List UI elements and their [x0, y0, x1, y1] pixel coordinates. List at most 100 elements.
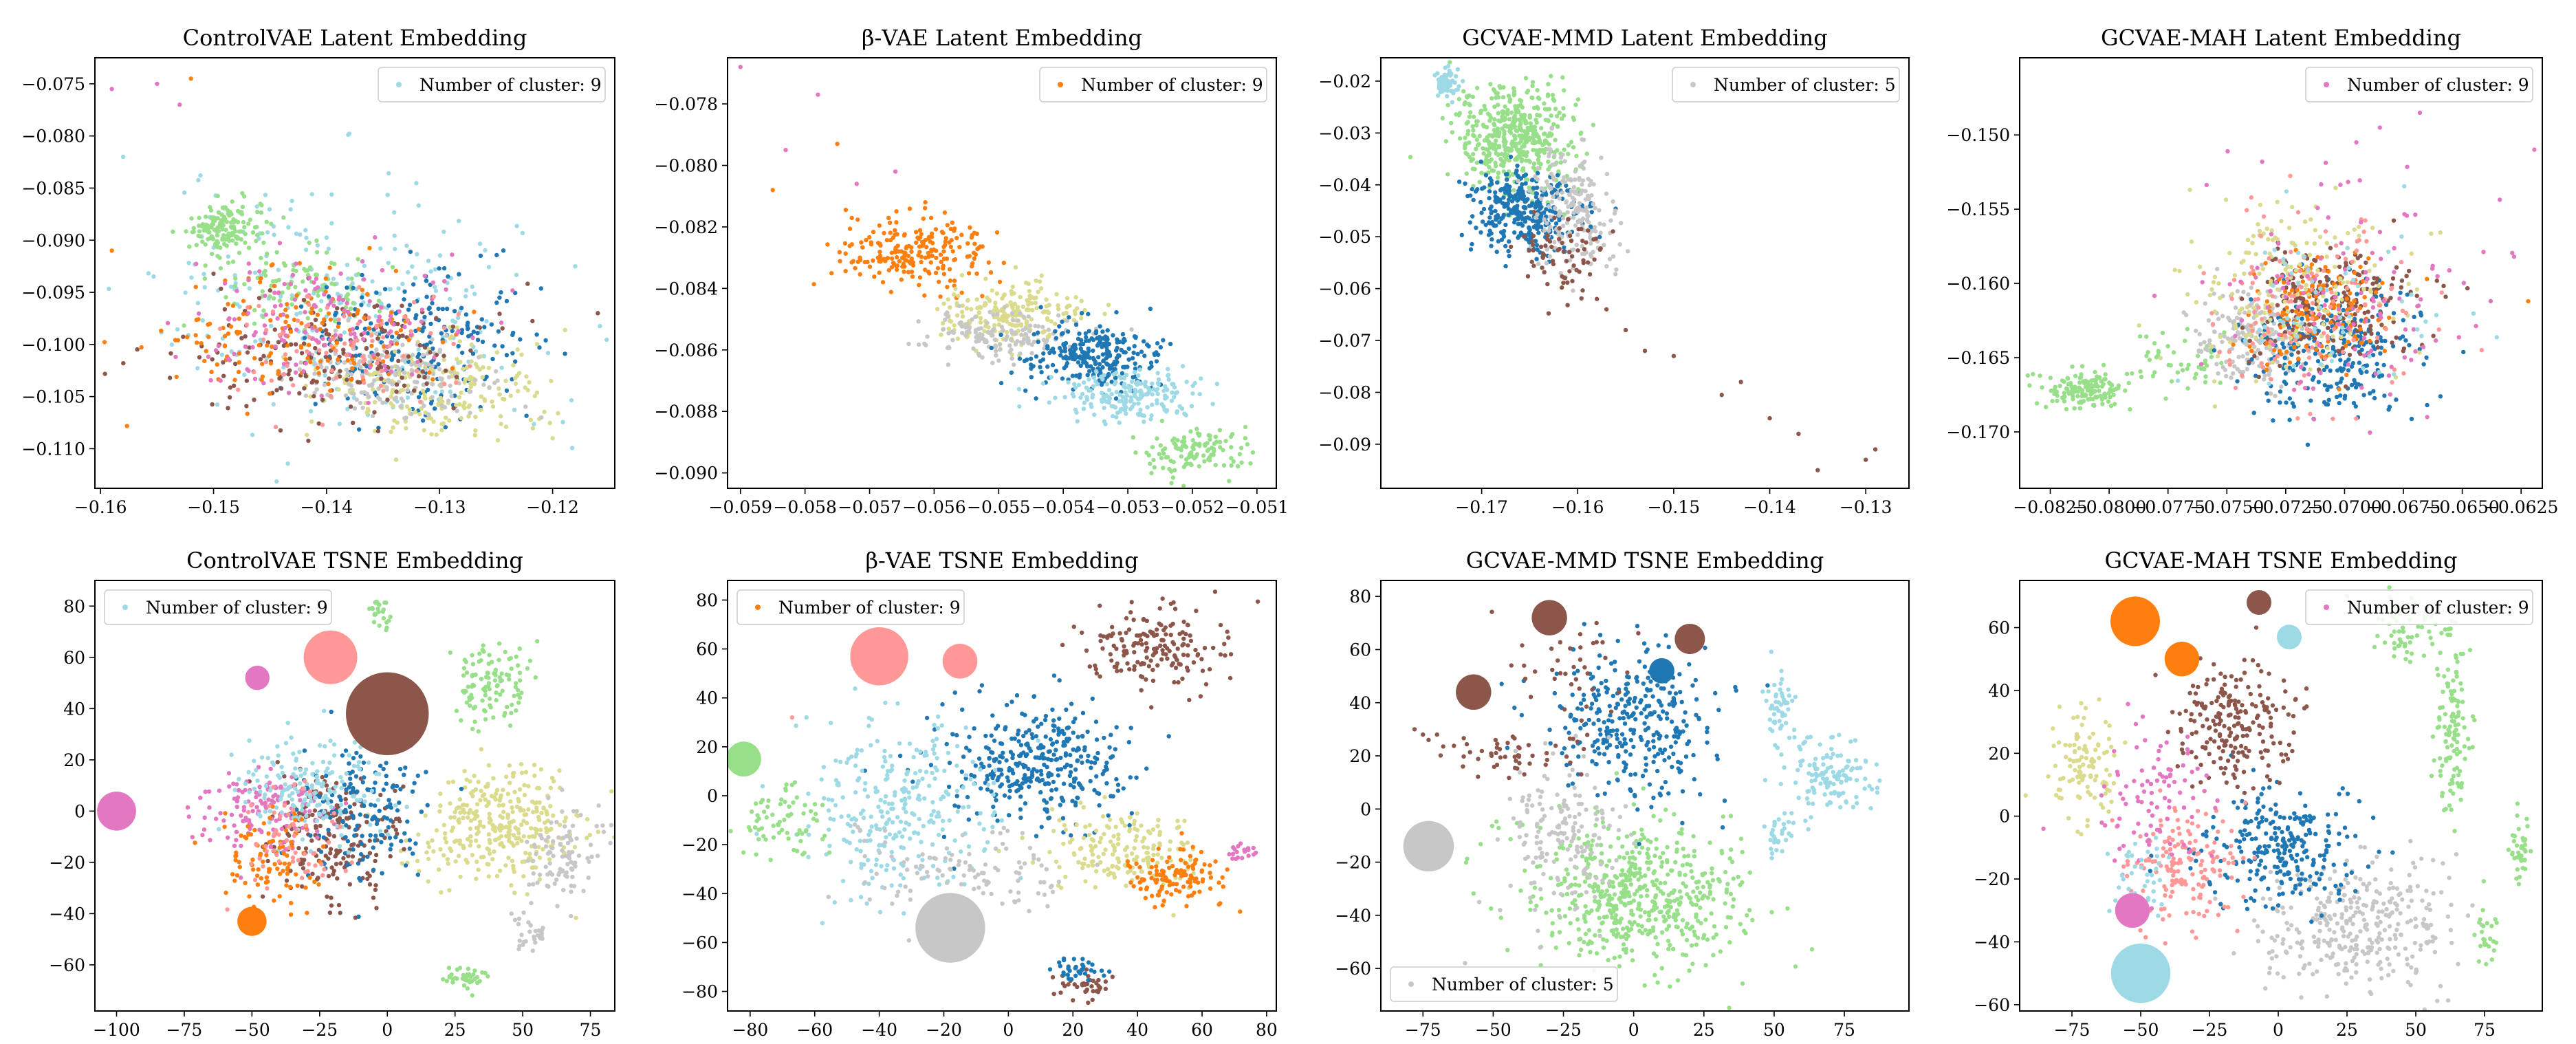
scatter-point: [1448, 73, 1453, 78]
scatter-point: [1503, 104, 1507, 109]
scatter-point: [422, 395, 427, 400]
scatter-point: [430, 346, 435, 351]
scatter-point: [465, 327, 470, 331]
scatter-point: [978, 320, 983, 325]
scatter-point: [459, 330, 464, 336]
scatter-point: [390, 265, 395, 270]
scatter-point: [1179, 439, 1185, 444]
scatter-point: [1551, 122, 1556, 127]
scatter-point: [1086, 312, 1091, 316]
scatter-point: [1479, 210, 1484, 215]
scatter-point: [906, 253, 911, 259]
scatter-point: [314, 272, 320, 277]
scatter-point: [235, 219, 241, 225]
scatter-point: [1227, 479, 1232, 483]
scatter-point: [1023, 388, 1028, 393]
scatter-point: [1208, 437, 1212, 442]
scatter-point: [957, 303, 962, 309]
scatter-point: [849, 260, 854, 265]
scatter-point: [1018, 351, 1023, 356]
scatter-point: [389, 401, 393, 406]
scatter-point: [1501, 228, 1507, 234]
scatter-point: [228, 324, 234, 329]
scatter-point: [888, 290, 894, 294]
scatter-point: [1515, 155, 1520, 160]
scatter-point: [1562, 245, 1567, 250]
scatter-point: [1539, 224, 1544, 229]
scatter-point: [1579, 296, 1584, 301]
scatter-point: [1065, 318, 1069, 323]
scatter-point: [269, 263, 274, 268]
scatter-point: [847, 226, 853, 231]
x-tick-label: −0.15: [1648, 497, 1701, 517]
scatter-point: [409, 372, 415, 377]
scatter-point: [215, 402, 220, 407]
scatter-point: [1039, 370, 1044, 375]
scatter-point: [1463, 143, 1467, 148]
scatter-point: [1551, 98, 1557, 103]
scatter-point: [253, 330, 258, 335]
scatter-point: [1061, 356, 1066, 360]
scatter-point: [303, 361, 308, 366]
scatter-point: [1520, 196, 1525, 201]
scatter-point: [1087, 356, 1092, 360]
scatter-point: [2317, 279, 2322, 285]
scatter-point: [373, 400, 378, 404]
scatter-point: [213, 348, 219, 353]
scatter-point: [2328, 246, 2333, 250]
scatter-point: [402, 325, 407, 329]
scatter-point: [343, 393, 349, 398]
scatter-point: [843, 208, 849, 213]
scatter-point: [503, 378, 508, 383]
scatter-point: [1549, 191, 1554, 195]
scatter-point: [2053, 384, 2057, 389]
scatter-point: [1580, 239, 1585, 243]
scatter-point: [1041, 351, 1046, 356]
scatter-point: [434, 316, 439, 320]
scatter-point: [1025, 339, 1030, 344]
scatter-point: [1049, 375, 1054, 380]
scatter-point: [245, 311, 250, 316]
scatter-point: [1511, 119, 1516, 124]
scatter-point: [1562, 113, 1567, 118]
scatter-point: [1113, 380, 1118, 384]
scatter-point: [1037, 279, 1043, 284]
scatter-point: [430, 280, 436, 285]
scatter-point: [378, 292, 382, 296]
scatter-point: [420, 329, 425, 334]
x-tick-label: −0.059: [709, 497, 773, 517]
scatter-point: [1567, 192, 1572, 197]
scatter-point: [1100, 329, 1105, 334]
scatter-point: [121, 361, 126, 366]
scatter-point: [1137, 396, 1142, 401]
scatter-point: [2358, 334, 2363, 339]
scatter-point: [508, 393, 513, 398]
scatter-point: [433, 285, 437, 290]
scatter-point: [446, 398, 451, 403]
scatter-point: [2280, 341, 2285, 346]
scatter-point: [2400, 334, 2405, 339]
scatter-point: [2201, 366, 2206, 371]
scatter-point: [2222, 330, 2227, 335]
scatter-point: [1539, 126, 1544, 131]
scatter-point: [367, 354, 372, 359]
scatter-point: [378, 383, 384, 388]
scatter-point: [401, 354, 406, 358]
scatter-point: [1053, 329, 1058, 334]
scatter-point: [316, 293, 320, 298]
scatter-point: [210, 252, 215, 257]
scatter-point: [1589, 193, 1594, 198]
scatter-point: [197, 229, 202, 234]
scatter-point: [283, 333, 288, 338]
scatter-point: [842, 241, 848, 246]
scatter-point: [998, 332, 1003, 337]
scatter-point: [1487, 145, 1492, 150]
scatter-point: [1503, 191, 1508, 195]
scatter-point: [175, 327, 180, 331]
scatter-point: [1516, 234, 1521, 239]
scatter-point: [1172, 384, 1177, 390]
scatter-point: [1550, 259, 1556, 263]
scatter-point: [1542, 107, 1548, 111]
scatter-point: [2335, 381, 2339, 387]
scatter-point: [532, 422, 536, 426]
